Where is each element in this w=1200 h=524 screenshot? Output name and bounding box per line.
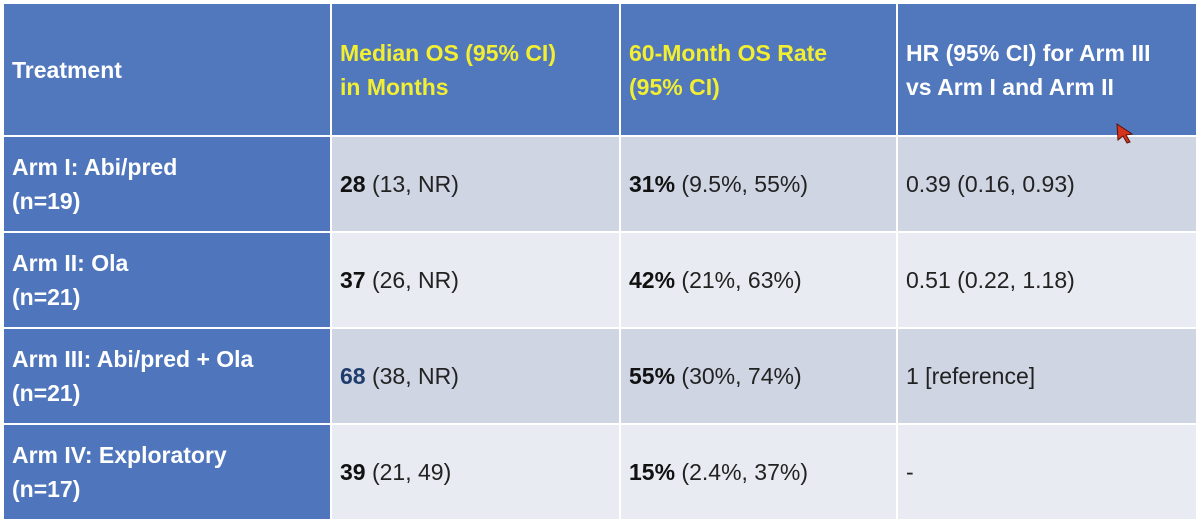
arm-count: (n=19) — [12, 188, 81, 214]
hazard-ratio-cell: 0.51 (0.22, 1.18) — [896, 231, 1198, 329]
os-rate-value: 15% — [629, 459, 676, 485]
arm-label-cell: Arm IV: Exploratory (n=17) — [2, 423, 332, 521]
os-rate-ci: (21%, 63%) — [675, 267, 802, 293]
table-row: Arm III: Abi/pred + Ola (n=21) 68 (38, N… — [2, 327, 1198, 425]
header-median-os-line1: Median OS (95% CI) — [340, 39, 556, 66]
median-os-value: 39 — [340, 459, 366, 485]
os-rate-value: 42% — [629, 267, 676, 293]
mouse-pointer-icon — [1116, 123, 1134, 144]
header-median-os: Median OS (95% CI) in Months — [330, 2, 621, 137]
header-median-os-line2: in Months — [340, 73, 449, 100]
os-rate-ci: (9.5%, 55%) — [675, 171, 808, 197]
arm-count: (n=17) — [12, 476, 81, 502]
hazard-ratio-cell: 1 [reference] — [896, 327, 1198, 425]
os-rate-cell: 42% (21%, 63%) — [619, 231, 898, 329]
header-os-rate-line1: 60-Month OS Rate — [629, 39, 828, 66]
arm-name: Arm III: Abi/pred + Ola — [12, 346, 254, 372]
arm-name: Arm IV: Exploratory — [12, 442, 227, 468]
median-os-ci: (26, NR) — [365, 267, 459, 293]
arm-label-cell: Arm I: Abi/pred (n=19) — [2, 135, 332, 233]
header-treatment: Treatment — [2, 2, 332, 137]
hazard-ratio-value: 0.51 (0.22, 1.18) — [906, 267, 1075, 293]
os-rate-cell: 15% (2.4%, 37%) — [619, 423, 898, 521]
header-hr-line2: vs Arm I and Arm II — [906, 73, 1114, 100]
median-os-ci: (21, 49) — [365, 459, 452, 485]
table-header-row: Treatment Median OS (95% CI) in Months 6… — [2, 2, 1198, 137]
header-os-rate: 60-Month OS Rate (95% CI) — [619, 2, 898, 137]
hazard-ratio-cell: 0.39 (0.16, 0.93) — [896, 135, 1198, 233]
os-rate-value: 31% — [629, 171, 676, 197]
table-row: Arm II: Ola (n=21) 37 (26, NR) 42% (21%,… — [2, 231, 1198, 329]
header-treatment-label: Treatment — [12, 56, 122, 83]
median-os-cell: 28 (13, NR) — [330, 135, 621, 233]
header-os-rate-line2: (95% CI) — [629, 73, 720, 100]
arm-label-cell: Arm II: Ola (n=21) — [2, 231, 332, 329]
os-rate-value: 55% — [629, 363, 676, 389]
os-rate-ci: (2.4%, 37%) — [675, 459, 808, 485]
hazard-ratio-cell: - — [896, 423, 1198, 521]
table-row: Arm I: Abi/pred (n=19) 28 (13, NR) 31% (… — [2, 135, 1198, 233]
table-row: Arm IV: Exploratory (n=17) 39 (21, 49) 1… — [2, 423, 1198, 521]
arm-label-cell: Arm III: Abi/pred + Ola (n=21) — [2, 327, 332, 425]
arm-count: (n=21) — [12, 284, 81, 310]
median-os-value: 37 — [340, 267, 366, 293]
arm-count: (n=21) — [12, 380, 81, 406]
hazard-ratio-value: - — [906, 459, 914, 485]
header-hr-line1: HR (95% CI) for Arm III — [906, 39, 1151, 66]
header-hazard-ratio: HR (95% CI) for Arm III vs Arm I and Arm… — [896, 2, 1198, 137]
median-os-cell: 37 (26, NR) — [330, 231, 621, 329]
arm-name: Arm I: Abi/pred — [12, 154, 178, 180]
median-os-value: 28 — [340, 171, 366, 197]
median-os-ci: (38, NR) — [365, 363, 459, 389]
median-os-value: 68 — [340, 363, 366, 389]
os-rate-cell: 31% (9.5%, 55%) — [619, 135, 898, 233]
median-os-cell: 39 (21, 49) — [330, 423, 621, 521]
median-os-cell: 68 (38, NR) — [330, 327, 621, 425]
median-os-ci: (13, NR) — [365, 171, 459, 197]
os-rate-cell: 55% (30%, 74%) — [619, 327, 898, 425]
arm-name: Arm II: Ola — [12, 250, 129, 276]
hazard-ratio-value: 0.39 (0.16, 0.93) — [906, 171, 1075, 197]
os-rate-ci: (30%, 74%) — [675, 363, 802, 389]
hazard-ratio-value: 1 [reference] — [906, 363, 1036, 389]
